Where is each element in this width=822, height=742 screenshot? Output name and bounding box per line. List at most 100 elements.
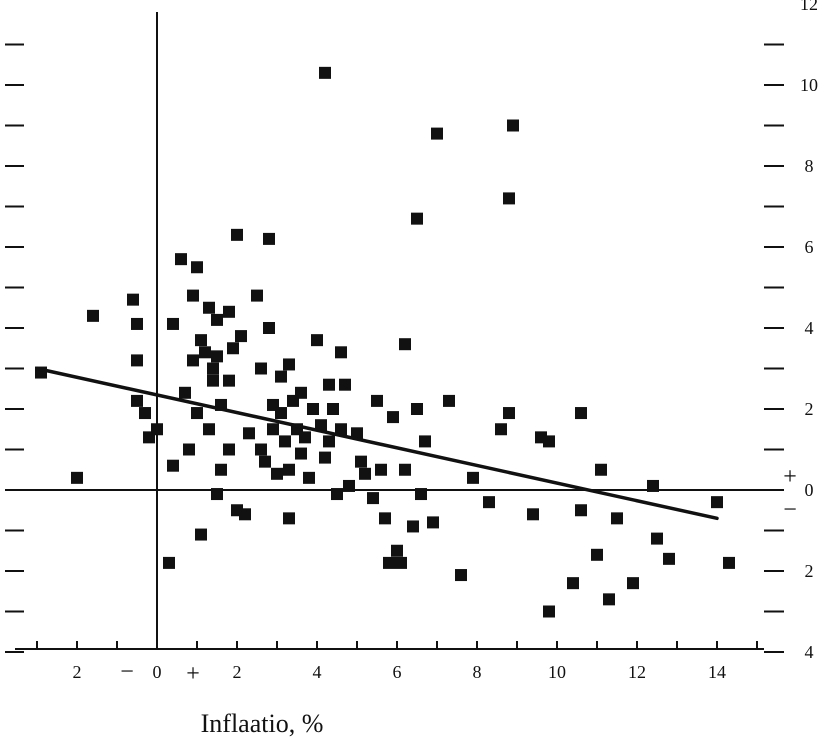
y-negative-sign: − — [783, 497, 797, 523]
data-point — [627, 577, 639, 590]
data-point — [307, 403, 319, 415]
data-point — [231, 228, 243, 241]
y-tick-label: 2 — [805, 561, 814, 581]
data-point — [319, 66, 331, 79]
data-point — [251, 289, 263, 302]
data-point — [591, 548, 603, 561]
data-point — [443, 394, 455, 407]
data-point — [371, 394, 383, 407]
data-point — [383, 556, 395, 569]
data-point — [187, 354, 199, 367]
data-point — [211, 350, 223, 363]
data-point — [431, 127, 443, 140]
data-point — [663, 552, 675, 565]
x-axis-title: Inflaatio, % — [201, 709, 324, 738]
data-point — [187, 289, 199, 302]
data-point — [163, 556, 175, 569]
data-point — [411, 212, 423, 225]
data-point — [379, 512, 391, 525]
data-point — [191, 261, 203, 274]
data-point — [195, 528, 207, 541]
x-tick-label: 0 — [153, 662, 162, 682]
y-tick-label: 2 — [805, 399, 814, 419]
data-point — [215, 463, 227, 476]
data-points-layer — [35, 66, 735, 618]
data-point — [603, 593, 615, 606]
data-point — [311, 334, 323, 347]
data-point — [527, 508, 539, 521]
data-point — [375, 463, 387, 476]
data-point — [263, 232, 275, 245]
data-point — [319, 451, 331, 464]
data-point — [411, 403, 423, 415]
data-point — [651, 532, 663, 545]
data-point — [139, 407, 151, 420]
data-point — [507, 119, 519, 132]
data-point — [223, 374, 235, 387]
data-point — [331, 488, 343, 501]
data-point — [355, 455, 367, 468]
data-point — [419, 435, 431, 448]
data-point — [343, 479, 355, 492]
data-point — [407, 520, 419, 533]
data-point — [275, 370, 287, 383]
x-tick-label: 8 — [473, 662, 482, 682]
data-point — [167, 459, 179, 472]
x-positive-sign: + — [186, 661, 200, 687]
x-tick-label: 2 — [233, 662, 242, 682]
data-point — [211, 488, 223, 501]
data-point — [131, 317, 143, 330]
data-point — [611, 512, 623, 525]
data-point — [255, 362, 267, 375]
data-point — [495, 423, 507, 436]
x-tick-label: 4 — [313, 662, 322, 682]
data-point — [455, 569, 467, 582]
x-tick-label: 10 — [548, 662, 566, 682]
data-point — [543, 435, 555, 448]
tick-marks-layer — [5, 43, 784, 653]
data-point — [223, 443, 235, 456]
data-point — [239, 508, 251, 521]
data-point — [151, 423, 163, 436]
y-positive-sign: + — [783, 464, 797, 490]
data-point — [323, 435, 335, 448]
x-negative-sign: − — [120, 659, 134, 685]
data-point — [243, 427, 255, 440]
data-point — [427, 516, 439, 529]
data-point — [167, 317, 179, 330]
data-point — [723, 556, 735, 569]
x-tick-label: 12 — [628, 662, 646, 682]
x-tick-label: 2 — [73, 662, 82, 682]
x-tick-label: 6 — [393, 662, 402, 682]
labels-layer: 2 0 2 4 6 8 10 12 14 12 10 8 6 4 2 0 2 4 — [73, 0, 819, 682]
data-point — [575, 407, 587, 420]
data-point — [575, 504, 587, 517]
y-tick-label: 4 — [805, 318, 814, 338]
data-point — [195, 334, 207, 347]
data-point — [335, 423, 347, 436]
data-point — [483, 496, 495, 509]
data-point — [175, 253, 187, 266]
data-point — [315, 419, 327, 432]
data-point — [223, 305, 235, 318]
data-point — [255, 443, 267, 456]
data-point — [207, 362, 219, 375]
data-point — [395, 556, 407, 569]
axes-layer — [15, 12, 764, 650]
data-point — [387, 411, 399, 424]
data-point — [351, 427, 363, 440]
data-point — [211, 313, 223, 326]
data-point — [303, 471, 315, 484]
data-point — [71, 471, 83, 484]
data-point — [295, 447, 307, 460]
data-point — [327, 403, 339, 415]
data-point — [191, 407, 203, 420]
data-point — [199, 346, 211, 359]
data-point — [391, 544, 403, 557]
data-point — [279, 435, 291, 448]
data-point — [275, 407, 287, 420]
data-point — [399, 338, 411, 351]
data-point — [271, 467, 283, 480]
data-point — [335, 346, 347, 359]
